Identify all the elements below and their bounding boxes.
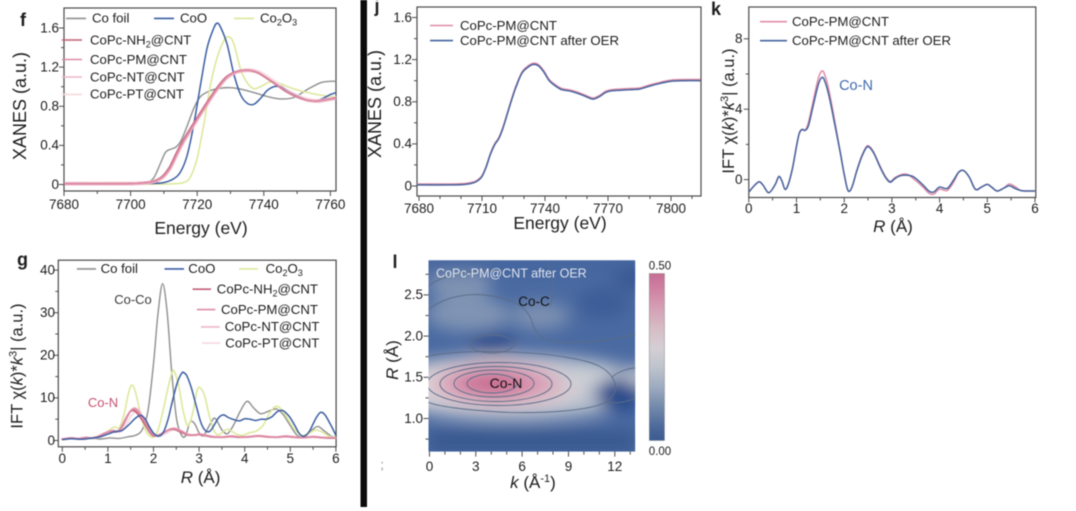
svg-text:7680: 7680 [404,201,434,216]
svg-text:Co-C: Co-C [518,294,550,309]
svg-text:0.8: 0.8 [40,99,59,114]
svg-text:0.4: 0.4 [393,136,412,151]
svg-text:30: 30 [40,305,55,320]
svg-text:2.0: 2.0 [404,328,423,343]
svg-text:0: 0 [51,177,59,192]
svg-text:1: 1 [104,451,112,466]
svg-text:j: j [373,0,379,16]
svg-text:1.5: 1.5 [404,370,423,385]
svg-text:0: 0 [745,201,753,216]
svg-text:CoPc-PT@CNT: CoPc-PT@CNT [90,87,184,102]
svg-text:7740: 7740 [530,201,560,216]
svg-text:CoPc-NT@CNT: CoPc-NT@CNT [225,319,320,334]
svg-text:XANES (a.u.): XANES (a.u.) [10,52,30,160]
svg-text:CoPc-PT@CNT: CoPc-PT@CNT [225,335,319,350]
svg-text:6: 6 [332,451,340,466]
svg-text:CoPc-NT@CNT: CoPc-NT@CNT [90,69,185,84]
svg-text:CoO: CoO [188,261,215,276]
svg-text:7740: 7740 [249,197,279,212]
svg-text:XANES (a.u.): XANES (a.u.) [365,50,385,158]
svg-text:9: 9 [565,459,573,474]
svg-text:1: 1 [793,201,801,216]
svg-text:0: 0 [404,178,412,193]
svg-text:g: g [17,250,28,270]
svg-text:R (Å): R (Å) [383,340,402,380]
svg-text:R (Å): R (Å) [181,468,221,487]
svg-text:CoPc-PM@CNT: CoPc-PM@CNT [221,302,318,317]
svg-text:CoPc-PM@CNT: CoPc-PM@CNT [90,52,187,67]
svg-text:Co-N: Co-N [490,375,523,391]
svg-text:k: k [711,0,722,19]
svg-text:1.0: 1.0 [404,411,423,426]
svg-text:Co foil: Co foil [92,11,129,26]
svg-text:7770: 7770 [593,201,623,216]
svg-text:7720: 7720 [182,197,212,212]
svg-text:3: 3 [472,459,480,474]
svg-text:5: 5 [287,451,295,466]
svg-text:1.6: 1.6 [393,10,412,25]
svg-text:3: 3 [195,451,203,466]
svg-text:;: ; [380,457,384,472]
svg-text:7760: 7760 [315,197,345,212]
svg-text:5: 5 [984,201,992,216]
svg-text:CoPc-PM@CNT after OER: CoPc-PM@CNT after OER [792,33,951,48]
svg-text:2: 2 [150,451,158,466]
svg-text:Energy (eV): Energy (eV) [154,218,247,238]
svg-text:3: 3 [888,201,896,216]
svg-text:1.6: 1.6 [40,20,59,35]
svg-text:7710: 7710 [467,201,497,216]
svg-text:4: 4 [936,201,944,216]
svg-text:Co-Co: Co-Co [114,292,152,307]
svg-text:1.2: 1.2 [40,59,59,74]
svg-text:40: 40 [40,262,55,277]
svg-text:4: 4 [735,102,743,117]
svg-text:Co2O3: Co2O3 [260,11,297,28]
svg-text:12: 12 [607,459,622,474]
svg-text:Co-N: Co-N [88,395,118,410]
svg-text:10: 10 [40,390,55,405]
svg-text:2.5: 2.5 [404,287,423,302]
svg-text:7680: 7680 [49,197,79,212]
svg-text:8: 8 [735,31,743,46]
svg-text:CoPc-NH2@CNT: CoPc-NH2@CNT [217,282,318,299]
svg-text:IFT χ(k)*k3| (a.u.): IFT χ(k)*k3| (a.u.) [719,48,738,173]
svg-text:7800: 7800 [656,201,686,216]
svg-text:0.00: 0.00 [649,446,671,458]
svg-text:IFT χ(k)*k3| (a.u.): IFT χ(k)*k3| (a.u.) [8,303,27,428]
svg-text:7700: 7700 [116,197,146,212]
svg-text:f: f [20,10,27,30]
svg-text:6: 6 [1031,201,1039,216]
svg-text:1.2: 1.2 [393,52,412,67]
svg-text:CoPc-NH2@CNT: CoPc-NH2@CNT [90,32,191,49]
svg-text:Co2O3: Co2O3 [266,261,303,278]
svg-text:0.8: 0.8 [393,94,412,109]
svg-text:4: 4 [241,451,249,466]
svg-text:CoPc-PM@CNT: CoPc-PM@CNT [792,14,889,29]
svg-text:CoO: CoO [180,11,207,26]
svg-text:R (Å): R (Å) [873,217,913,236]
svg-text:l: l [392,252,397,272]
svg-text:0: 0 [426,459,434,474]
svg-text:0: 0 [47,433,55,448]
svg-text:20: 20 [40,348,55,363]
svg-text:Co foil: Co foil [101,261,138,276]
svg-text:Energy (eV): Energy (eV) [513,213,606,233]
svg-text:2: 2 [840,201,848,216]
svg-text:0: 0 [59,451,67,466]
svg-text:CoPc-PM@CNT after OER: CoPc-PM@CNT after OER [460,33,619,48]
svg-text:Co-N: Co-N [839,78,873,94]
svg-text:0.4: 0.4 [40,138,59,153]
svg-text:CoPc-PM@CNT after OER: CoPc-PM@CNT after OER [436,267,587,281]
svg-text:CoPc-PM@CNT: CoPc-PM@CNT [460,18,557,33]
svg-text:0.50: 0.50 [649,261,671,273]
svg-text:0: 0 [735,172,743,187]
svg-text:6: 6 [518,459,526,474]
